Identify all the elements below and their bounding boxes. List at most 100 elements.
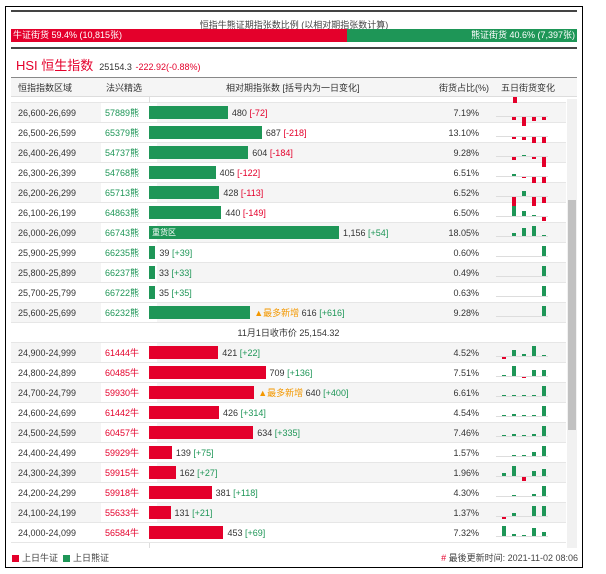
warrant-code-link[interactable]: 56584牛 [101,523,157,542]
street-pct: 13.10% [448,128,479,138]
street-pct: 18.05% [448,228,479,238]
sparkline-baseline [496,256,548,257]
table-row[interactable]: 26,000-26,099 66743熊 重货区 1,156 [+54] 18.05% [11,223,566,243]
scrollbar[interactable] [567,99,577,548]
warrant-code-link[interactable]: 61444牛 [101,343,157,362]
table-row-partial [11,97,566,103]
qty-bar [149,146,249,159]
sparkline-bar [512,197,516,206]
table-row[interactable]: 24,100-24,199 55633牛 131 [+21] 1.37% [11,503,566,523]
table-row[interactable]: 24,800-24,899 60485牛 709 [+136] 7.51% [11,363,566,383]
warrant-code-link[interactable]: 66232熊 [101,303,157,322]
street-pct: 9.28% [453,308,479,318]
table-row[interactable]: 26,300-26,399 54768熊 405 [-122] 6.51% [11,163,566,187]
sparkline-baseline [496,276,548,277]
warrant-code-link[interactable]: 64863熊 [101,203,157,222]
range-label: 24,900-24,999 [18,348,77,358]
warrant-code-link[interactable]: 55633牛 [101,503,157,522]
table-row[interactable]: 24,600-24,699 61442牛 426 [+314] 4.54% [11,403,566,423]
sparkline-bar [513,97,517,103]
qty-number: 131 [174,508,190,518]
qty-number: 453 [227,528,243,538]
table-row[interactable]: 26,200-26,299 65713熊 428 [-113] 6.52% [11,183,566,206]
table-row[interactable]: 25,700-25,799 66722熊 35 [+35] 0.63% [11,283,566,303]
table-row[interactable]: 25,800-25,899 66237熊 33 [+33] 0.49% [11,263,566,283]
sparkline-baseline [496,476,548,477]
table-row[interactable]: 24,400-24,499 59929牛 139 [+75] 1.57% [11,443,566,463]
warrant-code-link[interactable]: 66237熊 [101,263,157,282]
warrant-code-link[interactable]: 66235熊 [101,243,157,262]
table-row[interactable]: 24,900-24,999 61444牛 421 [+22] 4.52% [11,343,566,363]
qty-number: 426 [223,408,239,418]
table-row[interactable]: 24,700-24,799 59930牛 ▲最多新增 640 [+400] 6.61% [11,383,566,403]
scrollbar-thumb[interactable] [568,200,576,430]
sparkline-bar [532,452,536,456]
col-qty[interactable]: 相对期指张数 [括号内为一日变化] [226,83,360,93]
col-pct[interactable]: 街货占比(%) [439,83,489,93]
range-label: 24,700-24,799 [18,388,77,398]
warrant-code-link[interactable]: 57889熊 [101,103,157,122]
qty-value: 405 [-122] [220,163,261,183]
five-day-sparkline [496,343,556,363]
most-added-note: ▲最多新增 [254,308,300,318]
heavy-zone-tag: 重货区 [152,228,176,237]
table-row[interactable]: 26,500-26,599 65379熊 687 [-218] 13.10% [11,123,566,147]
sparkline-bar [532,415,536,416]
table-row[interactable]: 26,600-26,699 57889熊 480 [-72] 7.19% [11,103,566,126]
table-row[interactable]: 25,900-25,999 66235熊 39 [+39] 0.60% [11,243,566,263]
table-row[interactable]: 25,600-25,699 66232熊 ▲最多新增 616 [+616] 9.28% [11,303,566,323]
warrant-code-link[interactable]: 59929牛 [101,443,157,462]
range-label: 24,500-24,599 [18,428,77,438]
sparkline-bar [522,477,526,481]
table-row[interactable]: 26,100-26,199 64863熊 440 [-149] 6.50% [11,203,566,223]
warrant-code-link[interactable]: 54737熊 [101,143,157,162]
sparkline-bar [512,366,516,376]
sparkline-bar [542,235,546,236]
hash-icon: # [441,553,447,563]
sparkline-bar [502,395,506,396]
sparkline-bar [542,266,546,276]
table-row[interactable]: 24,200-24,299 59918牛 381 [+118] 4.30% [11,483,566,503]
warrant-code-link[interactable]: 54768熊 [101,163,157,182]
warrant-code-link[interactable]: 59915牛 [101,463,157,482]
street-pct: 6.51% [453,168,479,178]
sparkline-bar [502,415,506,416]
range-label: 25,900-25,999 [18,248,77,258]
sparkline-bar [542,137,546,147]
qty-day-change: [+54] [368,228,389,238]
sparkline-bar [502,526,506,536]
qty-day-change: [+616] [319,308,345,318]
top-divider [11,10,577,12]
sparkline-bar [542,486,546,496]
five-day-sparkline [496,303,556,323]
warrant-code-link[interactable]: 65379熊 [101,123,157,142]
range-label: 26,200-26,299 [18,188,77,198]
warrant-code-link[interactable]: 59918牛 [101,483,157,502]
table-body[interactable]: 26,600-26,699 57889熊 480 [-72] 7.19% 26,500-… [11,97,566,548]
sparkline-baseline [496,236,548,237]
sparkline-bar [532,370,536,376]
warrant-code-link[interactable]: 59930牛 [101,383,157,402]
table-header: 恒指指数区域 法兴精选 相对期指张数 [括号内为一日变化] 街货占比(%) 五日… [11,77,577,97]
qty-bar [149,466,176,479]
table-row[interactable]: 24,500-24,599 60457牛 634 [+335] 7.46% [11,423,566,443]
warrant-code-link[interactable]: 61442牛 [101,403,157,422]
table-row[interactable]: 26,400-26,499 54737熊 604 [-184] 9.28% [11,143,566,167]
col-range[interactable]: 恒指指数区域 [18,83,73,93]
col-code[interactable]: 法兴精选 [106,83,143,93]
five-day-sparkline [496,263,556,283]
sparkline-bar [502,517,506,519]
warrant-code-link[interactable]: 66743熊 [101,223,157,242]
col-spark[interactable]: 五日街货变化 [501,83,556,93]
warrant-code-link[interactable]: 66722熊 [101,283,157,302]
warrant-code-link[interactable]: 60485牛 [101,363,157,382]
warrant-code-link[interactable]: 60457牛 [101,423,157,442]
sparkline-bar [512,206,516,216]
table-row[interactable]: 24,300-24,399 59915牛 162 [+27] 1.96% [11,463,566,483]
qty-day-change: [+33] [171,268,192,278]
qty-number: 162 [179,468,195,478]
sparkline-baseline [496,116,548,117]
qty-bar [149,286,155,299]
warrant-code-link[interactable]: 65713熊 [101,183,157,202]
table-row[interactable]: 24,000-24,099 56584牛 453 [+69] 7.32% [11,523,566,543]
